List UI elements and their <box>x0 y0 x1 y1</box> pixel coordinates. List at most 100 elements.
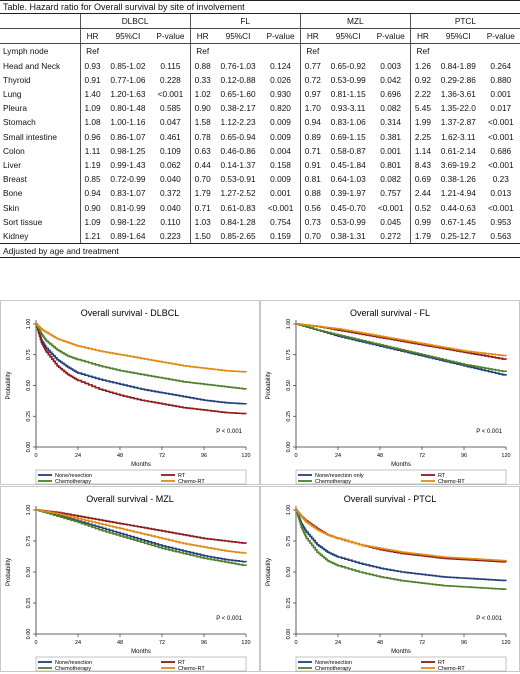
table-cell: 0.44 <box>189 158 215 173</box>
table-cell: 0.99 <box>409 214 435 230</box>
table-cell: 0.65-1.60 <box>220 89 256 100</box>
survival-curve-none <box>296 323 507 376</box>
plot-dlbcl: Overall survival - DLBCL 0.00 0.25 0.50 0.75… <box>0 300 260 485</box>
table-cell: 0.461 <box>160 131 181 142</box>
row-site-label: Skin <box>3 202 20 213</box>
survival-curve-chemo <box>296 323 507 373</box>
legend-label: Chemotherapy <box>315 479 351 485</box>
row-site-label: Liver <box>3 160 21 171</box>
table-cell <box>325 44 372 59</box>
x-tick-label: 24 <box>75 640 81 646</box>
table-cell: 0.96 <box>79 129 105 144</box>
legend-label: Chemotherapy <box>315 666 351 672</box>
table-cell: 0.92 <box>409 72 435 88</box>
legend-label: None/resection <box>55 660 92 666</box>
table-cell: 0.53-0.99 <box>330 74 366 85</box>
subheader-ci: 95%CI <box>104 28 152 45</box>
table-cell: 0.63 <box>189 143 215 159</box>
table-row: Sort tissue 1.09 0.98-1.22 0.110 1.03 0.84-1.… <box>0 214 520 230</box>
table-cell: 1.99 <box>409 115 435 130</box>
p-value-annotation: P < 0.001 <box>216 429 242 435</box>
x-tick-label: 48 <box>377 453 383 459</box>
survival-curve-chemo <box>296 509 507 590</box>
table-cell: 0.83-1.07 <box>110 188 146 199</box>
table-cell: 0.84-1.89 <box>440 60 476 71</box>
table-cell: <0.001 <box>267 202 294 213</box>
table-cell: 0.45-0.70 <box>330 202 366 213</box>
table-cell: 8.43 <box>409 158 435 173</box>
group-header-row: DLBCL FL MZL PTCL <box>0 13 520 30</box>
table-cell: 0.009 <box>270 117 291 128</box>
table-cell: 0.223 <box>151 229 191 245</box>
row-site-label: Pleura <box>3 103 27 114</box>
x-tick-label: 96 <box>461 453 467 459</box>
table-cell: 1.79 <box>189 186 215 201</box>
table-cell: 0.89-1.64 <box>104 229 152 245</box>
chart-title: Overall survival - PTCL <box>344 494 437 504</box>
table-cell: 1.11 <box>79 143 105 159</box>
x-axis-label: Months <box>131 649 151 655</box>
y-tick-label: 0.25 <box>26 411 32 422</box>
legend-label: RT <box>178 660 186 666</box>
table-cell <box>371 44 410 59</box>
table-cell: 0.38-2.17 <box>220 103 256 114</box>
subheader-hr: HR <box>409 28 435 45</box>
table-cell: 0.52 <box>409 200 435 215</box>
legend-label: RT <box>438 660 446 666</box>
table-cell: 0.026 <box>270 74 291 85</box>
site-header <box>0 13 80 30</box>
table-cell: 0.90 <box>189 101 215 116</box>
table-cell: <0.001 <box>487 160 514 171</box>
table-cell: 0.017 <box>490 103 512 114</box>
table-cell: 1.35-22.0 <box>440 103 476 114</box>
table-cell: 0.880 <box>490 74 512 85</box>
subheader-ci: 95%CI <box>435 28 482 45</box>
x-tick-label: 120 <box>501 453 510 459</box>
table-cell: 0.71 <box>189 200 215 215</box>
legend-box <box>295 469 507 485</box>
subheader-pvalue: P-value <box>261 28 301 45</box>
table-cell: 0.72-0.99 <box>110 174 146 185</box>
y-axis-label: Probability <box>6 558 12 586</box>
table-cell <box>105 44 152 59</box>
table-cell: 2.22 <box>409 87 435 102</box>
table-cell: 1.08 <box>79 115 105 130</box>
table-cell: 0.71 <box>299 143 325 159</box>
group-header-fl: FL <box>189 13 301 30</box>
table-cell: 1.03 <box>189 214 215 230</box>
table-cell: 0.228 <box>160 74 181 85</box>
table-cell: 0.93 <box>79 58 105 73</box>
table-cell: 0.85 <box>79 172 105 187</box>
survival-curve-none <box>296 509 507 582</box>
table-cell: 0.001 <box>490 89 512 100</box>
survival-curve-chemort <box>36 509 247 554</box>
chart-legend: None/resection RT Chemotherapy Chemo-RT <box>295 656 507 672</box>
table-cell: 0.372 <box>160 188 181 199</box>
table-cell: 0.83-1.06 <box>330 117 366 128</box>
subheader-row: HR 95%CI P-value HR 95%CI P-value HR 95%CI P-val… <box>0 28 520 45</box>
table-cell: 0.264 <box>490 60 512 71</box>
table-cell: 0.85-1.02 <box>110 60 146 71</box>
y-tick-label: 0.25 <box>26 598 32 609</box>
x-tick-label: 48 <box>117 453 123 459</box>
table-cell: 1.36-3.61 <box>440 89 476 100</box>
survival-curve-chemort <box>36 323 247 373</box>
survival-chart-ptcl: Overall survival - PTCL 0.00 0.25 0.50 0.75 1… <box>260 486 520 672</box>
subheader-hr: HR <box>189 28 215 45</box>
table-cell: 0.158 <box>270 160 291 171</box>
table-cell: 0.84-1.28 <box>220 216 256 227</box>
table-cell: 0.14-1.37 <box>220 160 256 171</box>
table-row: Lung 1.40 1.20-1.63 <0.001 1.02 0.65-1.60 0.93… <box>0 87 520 102</box>
subheader-ci: 95%CI <box>324 28 372 45</box>
legend-label: RT <box>438 473 446 479</box>
table-cell: 0.88 <box>299 186 325 201</box>
table-cell: 0.76-1.03 <box>220 60 256 71</box>
x-tick-label: 120 <box>241 453 250 459</box>
table-cell: 0.86-1.07 <box>110 131 146 142</box>
x-tick-label: 72 <box>159 453 165 459</box>
legend-label: None/resection <box>315 660 352 666</box>
table-cell: 1.40 <box>79 87 105 102</box>
table-cell: <0.001 <box>487 117 514 128</box>
x-tick-label: 120 <box>241 640 250 646</box>
table-cell: 0.46-0.86 <box>220 145 256 156</box>
